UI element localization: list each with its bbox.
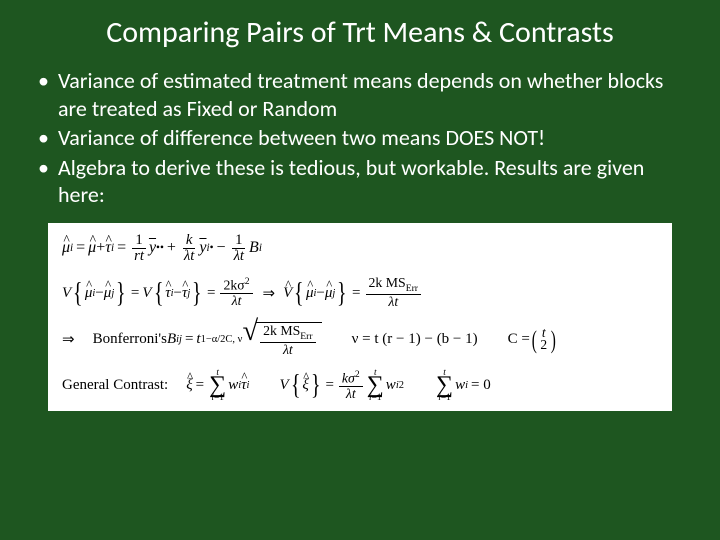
formula-row-1: μi = μ + τi = 1rt y•• + kλt yi• − 1λt Bi (62, 233, 658, 265)
bullet-item: Variance of estimated treatment means de… (36, 67, 684, 122)
formula-row-3: ⇒ Bonferroni's Bij = t1−α/2C, ν √ 2k MSE… (62, 322, 658, 357)
formula-row-2: V { μi − μj } = V { τi − τj } = 2kσ2λt ⇒… (62, 276, 658, 309)
slide-title: Comparing Pairs of Trt Means & Contrasts (36, 14, 684, 51)
bullet-item: Algebra to derive these is tedious, but … (36, 154, 684, 209)
bullet-list: Variance of estimated treatment means de… (36, 67, 684, 209)
formula-row-4: General Contrast: ξ = t∑i=1 wi τi V { ξ … (62, 369, 658, 403)
math-formula-box: μi = μ + τi = 1rt y•• + kλt yi• − 1λt Bi… (48, 223, 672, 411)
bullet-item: Variance of difference between two means… (36, 124, 684, 152)
